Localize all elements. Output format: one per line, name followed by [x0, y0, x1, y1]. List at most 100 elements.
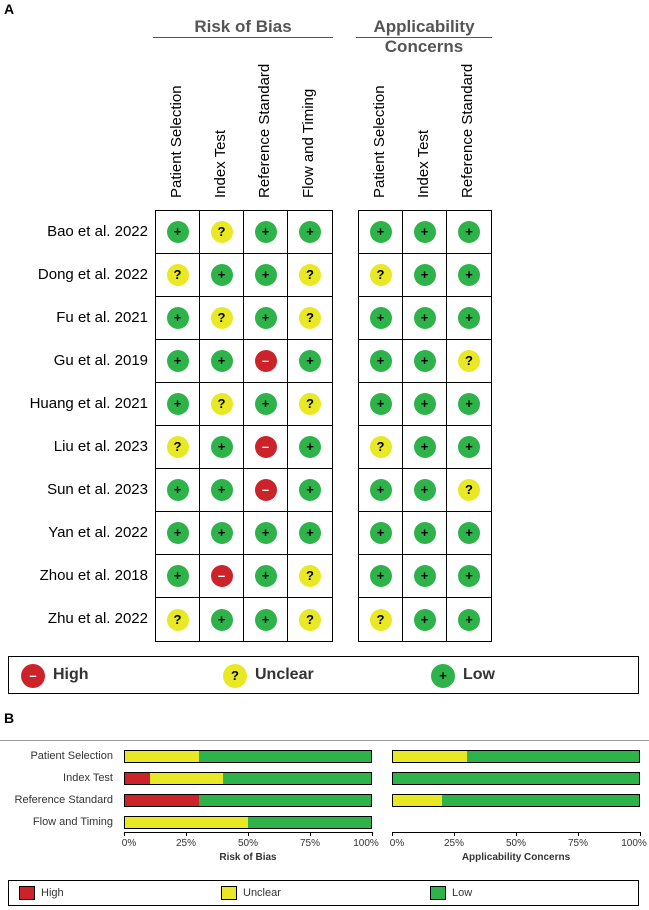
judgement-low-icon: + — [210, 608, 233, 631]
judgement-low-icon: + — [210, 350, 233, 372]
judgement-low-icon: + — [413, 565, 436, 587]
study-label: Zhu et al. 2022 — [47, 610, 148, 627]
risk-of-bias-cell: + — [200, 598, 244, 641]
judgement-low-icon: + — [299, 479, 321, 501]
legend-low-label: Low — [463, 666, 495, 683]
risk-of-bias-bar-segment-unclear — [125, 751, 199, 762]
risk-of-bias-cell: + — [288, 469, 332, 512]
applicability-cell: + — [447, 211, 491, 254]
applicability-cell: + — [447, 512, 491, 555]
judgement-low-icon: + — [210, 264, 233, 286]
applicability-cell: ? — [359, 598, 403, 641]
judgement-low-icon: + — [458, 264, 480, 286]
risk-of-bias-cell: + — [288, 426, 332, 469]
judgement-low-icon: + — [369, 393, 392, 415]
risk-of-bias-cell: + — [156, 512, 200, 555]
judgement-high-icon: – — [254, 479, 277, 501]
risk-of-bias-cell: + — [244, 383, 288, 426]
risk-of-bias-cell: + — [288, 512, 332, 555]
risk-of-bias-cell: – — [200, 555, 244, 598]
risk-of-bias-x-tick — [124, 832, 125, 836]
risk-of-bias-x-tick-label: 0% — [121, 838, 137, 849]
judgement-unclear-icon: ? — [166, 264, 189, 286]
applicability-column-header-text: Index Test — [415, 129, 432, 198]
study-label: Fu et al. 2021 — [56, 309, 148, 326]
judgement-low-icon: + — [166, 393, 189, 415]
applicability-cell: + — [359, 383, 403, 426]
applicability-x-tick — [516, 832, 517, 836]
judgement-low-icon: + — [210, 479, 233, 501]
applicability-cell: + — [447, 254, 491, 297]
judgement-low-icon: + — [369, 565, 392, 587]
bar-legend-swatch-unclear — [221, 886, 237, 900]
risk-of-bias-cell: ? — [200, 297, 244, 340]
applicability-bar — [392, 794, 640, 807]
risk-of-bias-cell: + — [244, 211, 288, 254]
judgement-low-icon: + — [413, 608, 436, 631]
judgement-low-icon: + — [254, 307, 277, 329]
applicability-cell: + — [403, 512, 447, 555]
risk-of-bias-cell: + — [156, 297, 200, 340]
legend-high-label: High — [53, 666, 89, 683]
applicability-bar-segment-unclear — [393, 795, 443, 806]
applicability-column-header-text: Patient Selection — [371, 85, 388, 198]
judgement-low-icon: + — [369, 479, 392, 501]
study-label: Sun et al. 2023 — [47, 481, 148, 498]
legend-unclear-icon: ? — [223, 664, 247, 688]
applicability-cell: + — [403, 297, 447, 340]
judgement-unclear-icon: ? — [210, 221, 233, 243]
judgement-unclear-icon: ? — [166, 608, 189, 631]
risk-of-bias-cell: ? — [288, 254, 332, 297]
judgement-unclear-icon: ? — [369, 264, 392, 286]
applicability-cell: + — [359, 469, 403, 512]
judgement-low-icon: + — [413, 393, 436, 415]
applicability-group-title: Applicability Concerns — [373, 17, 475, 56]
risk-of-bias-cell: + — [156, 340, 200, 383]
judgement-low-icon: + — [413, 221, 436, 243]
judgement-high-icon: – — [210, 565, 233, 587]
judgement-low-icon: + — [413, 264, 436, 286]
risk-of-bias-group-title: Risk of Bias — [194, 17, 292, 36]
risk-of-bias-x-tick — [310, 832, 311, 836]
judgement-high-icon: – — [254, 436, 277, 458]
judgement-low-icon: + — [166, 522, 189, 544]
bar-legend-label-low: Low — [452, 887, 473, 899]
applicability-bar-segment-unclear — [393, 751, 467, 762]
judgement-unclear-icon: ? — [210, 393, 233, 415]
applicability-group-underline — [356, 37, 492, 38]
judgement-low-icon: + — [254, 221, 277, 243]
bar-row-label: Flow and Timing — [32, 816, 113, 828]
legend-low-icon: + — [431, 664, 455, 688]
judgement-unclear-icon: ? — [299, 393, 321, 415]
study-label: Dong et al. 2022 — [37, 266, 148, 283]
judgement-low-icon: + — [299, 522, 321, 544]
judgement-low-icon: + — [458, 436, 480, 458]
judgement-unclear-icon: ? — [299, 264, 321, 286]
risk-of-bias-x-tick — [248, 832, 249, 836]
risk-of-bias-cell: + — [156, 555, 200, 598]
applicability-x-tick-label: 0% — [389, 838, 405, 849]
applicability-cell: + — [447, 426, 491, 469]
risk-of-bias-bar — [124, 794, 372, 807]
judgement-low-icon: + — [369, 221, 392, 243]
risk-of-bias-cell: + — [288, 340, 332, 383]
risk-of-bias-bar-segment-low — [223, 773, 371, 784]
risk-of-bias-bar — [124, 772, 372, 785]
study-label: Liu et al. 2023 — [53, 438, 148, 455]
study-label: Bao et al. 2022 — [47, 223, 148, 240]
panel-a-label: A — [4, 1, 15, 17]
bar-row-label: Reference Standard — [14, 794, 113, 806]
applicability-x-tick-label: 25% — [443, 838, 465, 849]
judgement-low-icon: + — [254, 608, 277, 631]
judgement-low-icon: + — [458, 608, 480, 631]
risk-of-bias-bar-segment-high — [125, 795, 199, 806]
risk-of-bias-cell: ? — [200, 383, 244, 426]
risk-of-bias-cell: + — [200, 340, 244, 383]
applicability-x-tick — [392, 832, 393, 836]
risk-of-bias-bar-segment-unclear — [125, 817, 248, 828]
risk-of-bias-x-tick-label: 75% — [299, 838, 321, 849]
applicability-cell: + — [403, 254, 447, 297]
risk-of-bias-x-tick — [372, 832, 373, 836]
risk-of-bias-bar — [124, 750, 372, 763]
judgement-unclear-icon: ? — [458, 350, 480, 372]
